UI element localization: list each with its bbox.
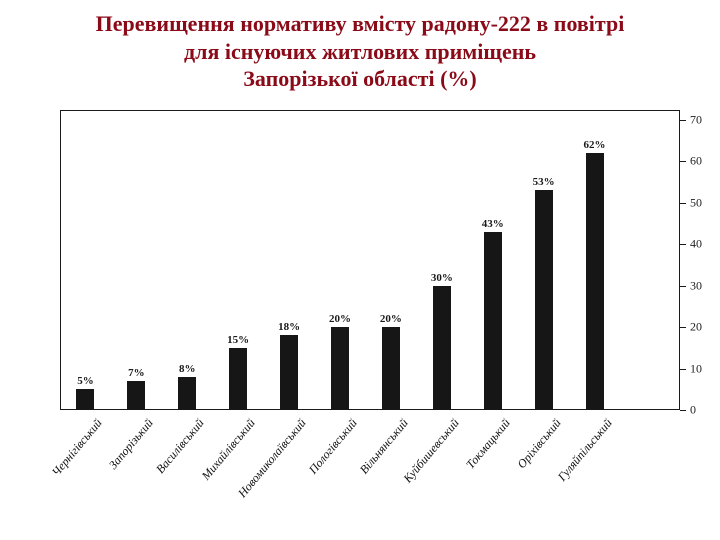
bar-value-label: 53% — [533, 176, 555, 188]
bar: 20% — [331, 327, 349, 410]
y-tick — [680, 244, 686, 245]
bar: 8% — [178, 377, 196, 410]
bar: 15% — [229, 348, 247, 410]
bar-value-label: 8% — [179, 363, 196, 375]
category-label: Василівський — [153, 416, 207, 477]
bar: 20% — [382, 327, 400, 410]
plot-area: 0102030405060705%Чернігівський7%Запорізь… — [60, 120, 620, 410]
y-tick-label: 20 — [690, 320, 702, 335]
bar: 30% — [433, 286, 451, 410]
bar-value-label: 7% — [128, 367, 145, 379]
bar-value-label: 15% — [227, 334, 249, 346]
y-tick — [680, 203, 686, 204]
category-label: Запорізький — [106, 416, 157, 472]
chart-title: Перевищення нормативу вмісту радону-222 … — [0, 10, 720, 93]
y-axis-right — [679, 110, 680, 410]
y-tick-label: 60 — [690, 154, 702, 169]
bar-value-label: 18% — [278, 321, 300, 333]
bar: 5% — [76, 389, 94, 410]
y-tick — [680, 120, 686, 121]
y-tick — [680, 369, 686, 370]
y-tick-label: 10 — [690, 361, 702, 376]
y-tick — [680, 410, 686, 411]
category-label: Оріхівський — [514, 416, 564, 472]
bar: 53% — [535, 190, 553, 410]
category-label: Токмацький — [463, 416, 513, 472]
bar-value-label: 5% — [77, 375, 94, 387]
category-label: Пологівський — [306, 416, 361, 477]
bar-value-label: 20% — [329, 313, 351, 325]
y-tick — [680, 286, 686, 287]
bar-value-label: 62% — [584, 139, 606, 151]
bar-value-label: 30% — [431, 272, 453, 284]
bar: 18% — [280, 335, 298, 410]
bar: 62% — [586, 153, 604, 410]
y-tick-label: 40 — [690, 237, 702, 252]
y-axis-left — [60, 110, 61, 410]
bar-value-label: 20% — [380, 313, 402, 325]
y-tick — [680, 161, 686, 162]
y-tick — [680, 327, 686, 328]
category-label: Вільнянський — [357, 416, 412, 477]
top-axis — [60, 110, 680, 111]
chart-figure: { "title": { "text": "Перевищення нормат… — [0, 0, 720, 540]
y-tick-label: 30 — [690, 278, 702, 293]
category-label: Чернігівський — [49, 416, 106, 480]
bar: 43% — [484, 232, 502, 410]
y-tick-label: 0 — [690, 403, 696, 418]
y-tick-label: 70 — [690, 113, 702, 128]
bar-value-label: 43% — [482, 218, 504, 230]
y-tick-label: 50 — [690, 195, 702, 210]
bar: 7% — [127, 381, 145, 410]
